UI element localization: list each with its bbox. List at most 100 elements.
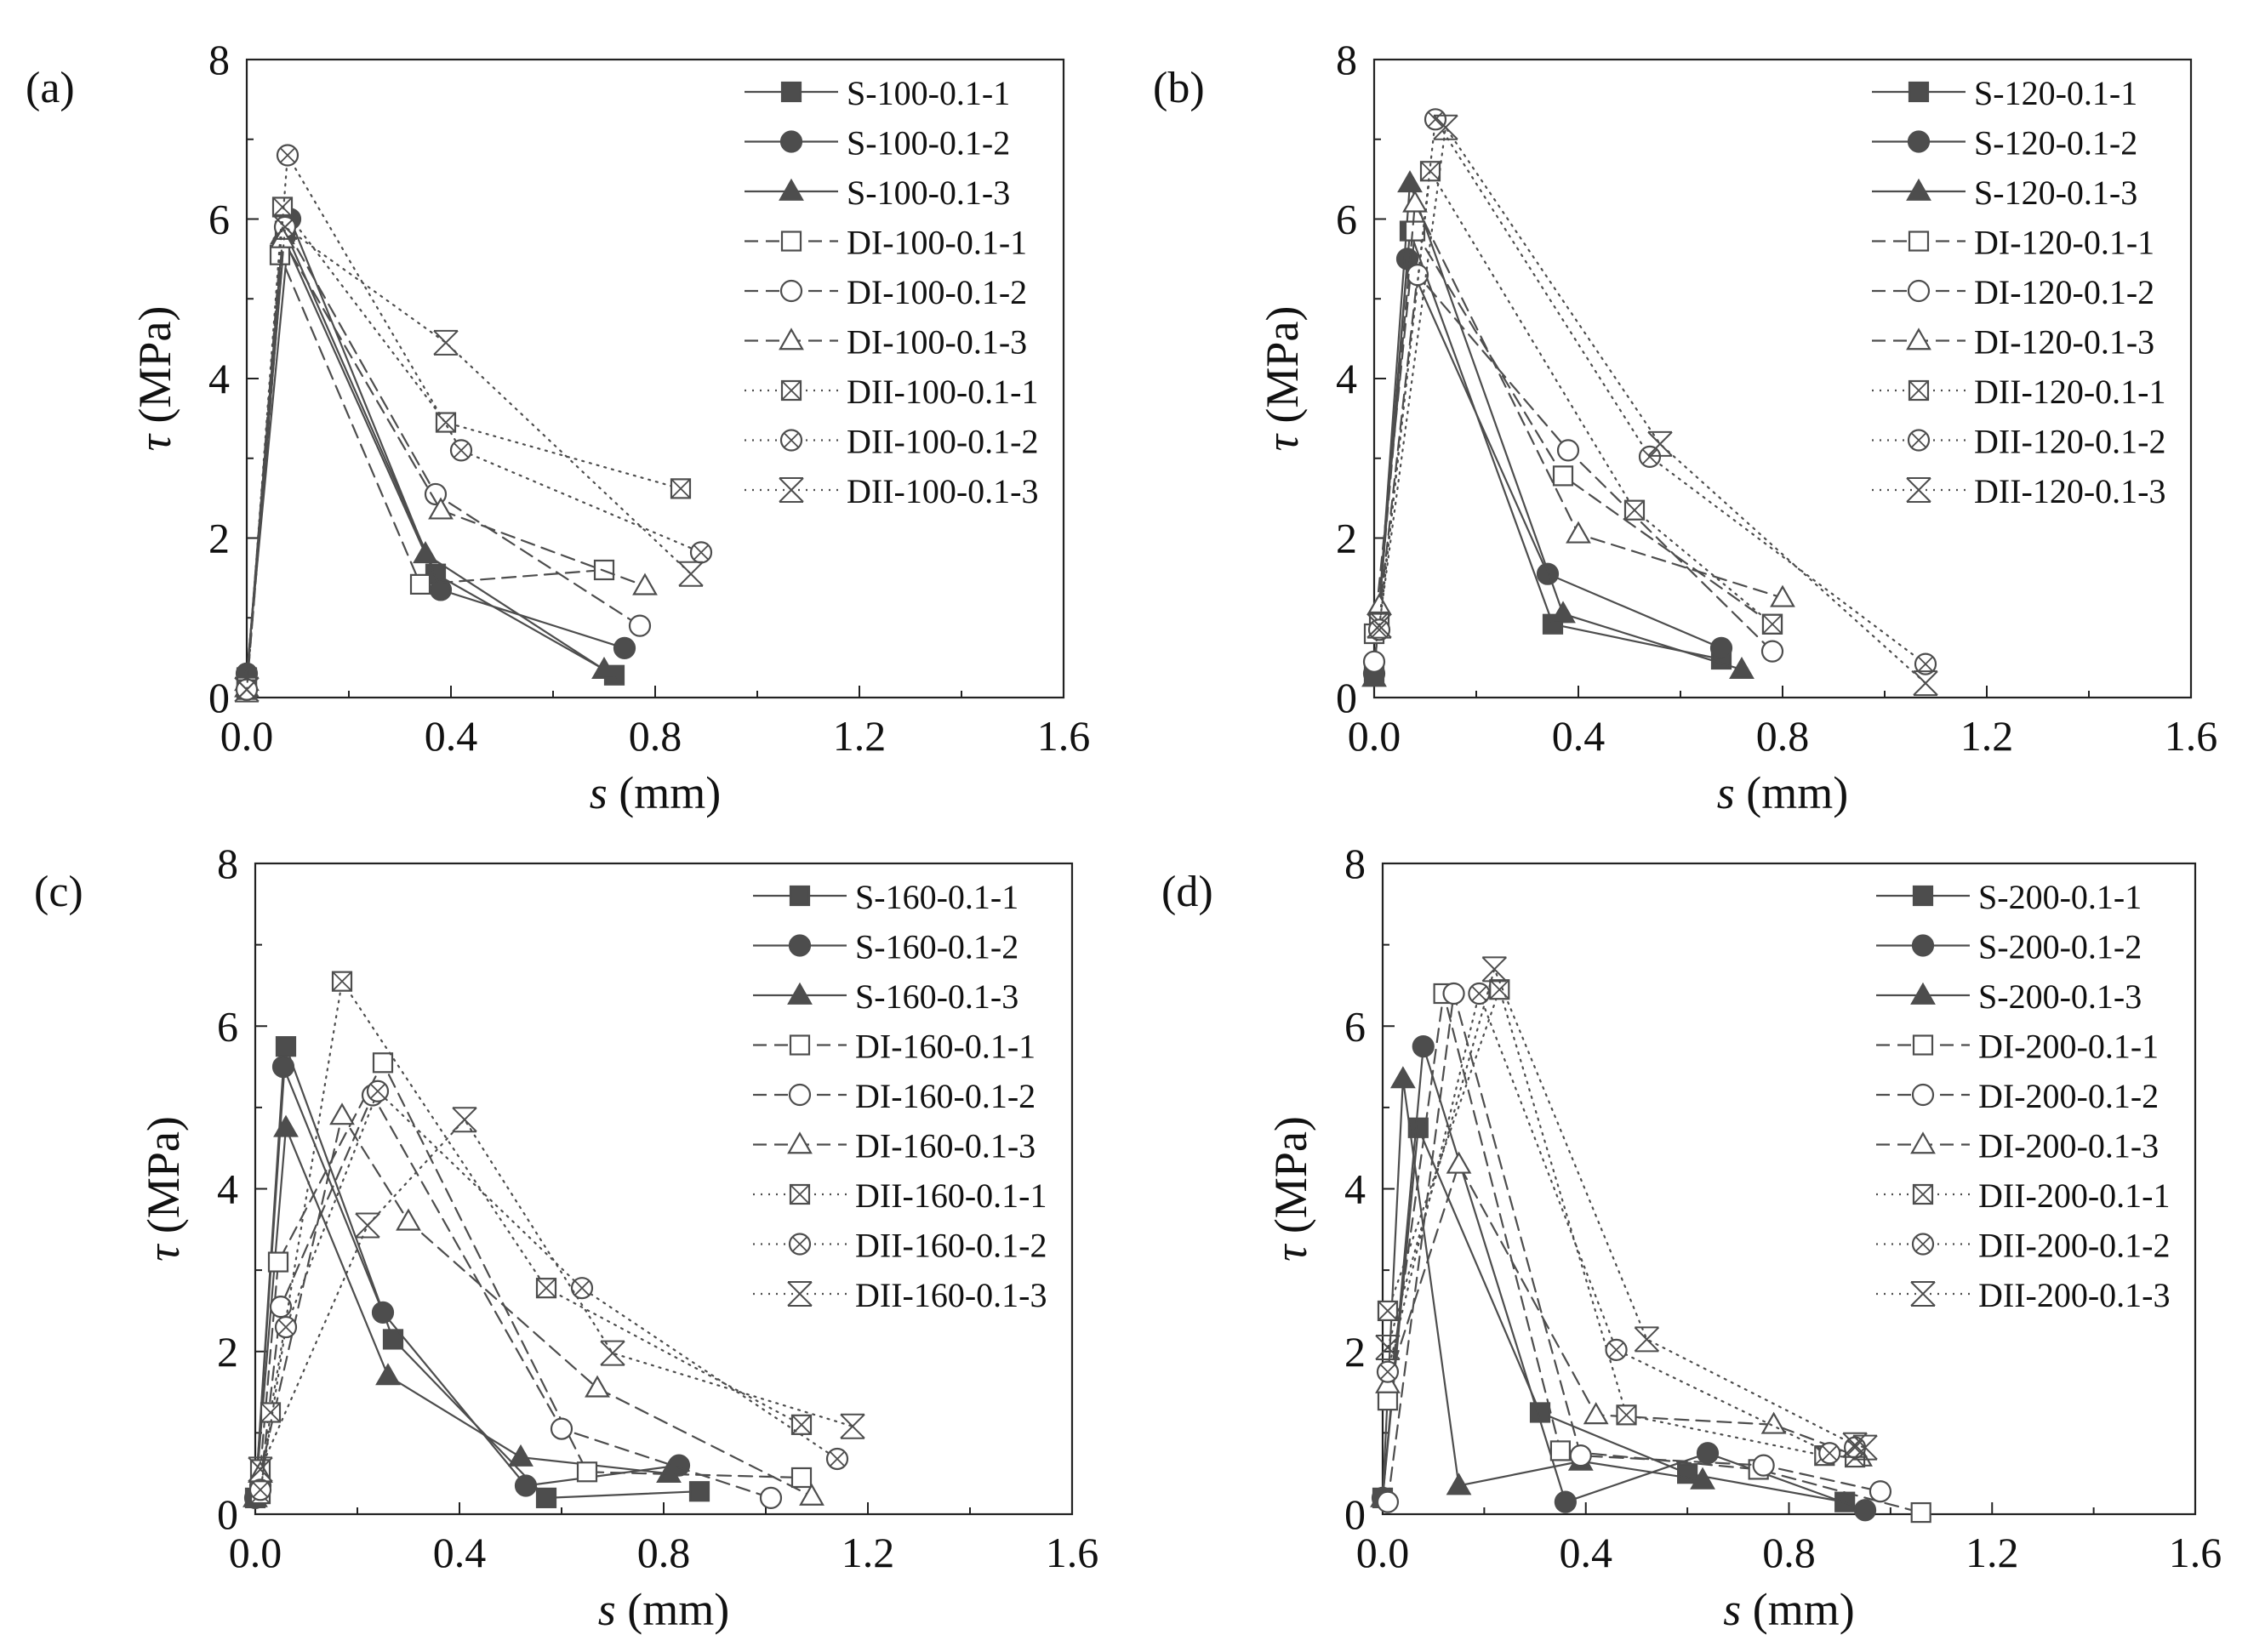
- series-DII-200-0.1-1: [1377, 979, 1866, 1468]
- data-point: [1869, 1480, 1892, 1503]
- legend-label: S-120-0.1-1: [1974, 74, 2137, 112]
- data-point: [1481, 956, 1508, 983]
- x-tick-label: 1.2: [1960, 712, 2014, 760]
- x-tick-label: 0.8: [629, 712, 682, 760]
- data-point-cross: [670, 478, 691, 499]
- x-tick-label: 1.6: [1037, 712, 1091, 760]
- x-tick-label: 0.4: [425, 712, 478, 760]
- data-point: [600, 1340, 625, 1366]
- x-tick-label: 1.2: [1966, 1529, 2019, 1576]
- legend-item: S-160-0.1-3: [753, 977, 1018, 1016]
- data-point: [1389, 1066, 1416, 1089]
- legend-marker-cross: [790, 1184, 810, 1205]
- legend-item: DI-160-0.1-3: [753, 1127, 1036, 1165]
- series-line: [1386, 966, 1867, 1449]
- data-point: [1361, 664, 1387, 687]
- y-tick-label: 6: [1336, 196, 1357, 243]
- x-axis-unit: (mm): [608, 767, 721, 818]
- data-point: [396, 1208, 421, 1231]
- legend-label: S-120-0.1-3: [1974, 174, 2137, 212]
- series-line: [1378, 168, 1774, 625]
- data-point: [1366, 612, 1392, 639]
- data-point: [628, 614, 652, 637]
- x-tick-label: 0.4: [1560, 1529, 1613, 1576]
- data-point: [656, 1460, 682, 1484]
- data-point-cross: [536, 1278, 556, 1298]
- data-point: [428, 497, 454, 520]
- legend-marker: [1906, 328, 1931, 350]
- legend-marker-cross: [783, 432, 800, 448]
- legend-marker: [779, 328, 804, 350]
- series-DII-100-0.1-3: [234, 214, 704, 703]
- data-point: [452, 1107, 477, 1133]
- panel-label: (c): [34, 868, 83, 916]
- x-tick-label: 0.8: [1762, 1529, 1816, 1576]
- legend-item: S-200-0.1-2: [1876, 928, 2142, 966]
- data-point-cross: [693, 544, 710, 561]
- data-point-cross: [1624, 500, 1645, 521]
- data-point: [1729, 656, 1754, 680]
- legend-item: DI-120-0.1-1: [1872, 224, 2154, 262]
- data-point: [790, 1467, 813, 1489]
- data-point: [1566, 521, 1591, 544]
- y-tick-label: 0: [1344, 1490, 1366, 1538]
- legend-item: S-100-0.1-1: [745, 74, 1010, 112]
- legend-label: DII-200-0.1-3: [1978, 1276, 2171, 1314]
- legend-label: DII-120-0.1-1: [1974, 373, 2166, 411]
- y-tick-label: 8: [1344, 840, 1366, 887]
- data-point: [269, 1296, 293, 1319]
- legend-marker: [789, 1034, 811, 1056]
- series-line: [254, 1127, 670, 1500]
- y-tick-label: 4: [208, 355, 230, 402]
- legend-marker: [1910, 982, 1936, 1005]
- series-line: [1381, 1079, 1704, 1500]
- x-tick-label: 0.0: [229, 1529, 282, 1576]
- data-point-cross: [1371, 622, 1388, 638]
- legend-marker: [1906, 178, 1931, 201]
- data-point: [678, 561, 704, 587]
- series-DII-200-0.1-2: [1376, 982, 1867, 1465]
- legend-marker: [779, 279, 803, 303]
- data-point: [270, 225, 295, 248]
- legend-marker: [780, 81, 802, 103]
- legend-marker: [787, 1281, 813, 1307]
- legend-marker: [779, 178, 804, 201]
- legend-item: DII-200-0.1-1: [1876, 1176, 2171, 1215]
- legend-item: DII-120-0.1-3: [1872, 472, 2166, 510]
- legend-label: S-100-0.1-2: [847, 124, 1010, 162]
- legend-item: DII-100-0.1-3: [745, 472, 1039, 510]
- series-line: [1386, 993, 1922, 1514]
- legend-item: DII-160-0.1-1: [753, 1176, 1047, 1215]
- series-line: [259, 1118, 854, 1471]
- legend-label: S-200-0.1-1: [1978, 878, 2142, 916]
- chart-panel-a: 0.0 0.4 0.8 1.2 1.6 0 2 4 6 8 s (mm) τ (MPa) (a) S-10…: [26, 36, 1090, 818]
- legend-item: DI-120-0.1-3: [1872, 323, 2154, 362]
- legend-marker-cross: [781, 380, 802, 401]
- y-axis-variable: τ: [138, 1244, 189, 1262]
- data-point: [273, 1114, 299, 1137]
- legend-label: S-100-0.1-3: [847, 174, 1010, 212]
- series-line: [245, 234, 606, 683]
- data-point: [799, 1483, 824, 1506]
- series-line: [245, 236, 647, 689]
- legend-marker: [1911, 1083, 1935, 1107]
- y-tick-label: 0: [208, 674, 230, 721]
- legend-label: DI-120-0.1-2: [1974, 273, 2154, 311]
- data-point: [1536, 562, 1560, 585]
- x-tick-label: 1.6: [2165, 712, 2218, 760]
- legend-label: DI-160-0.1-2: [855, 1077, 1036, 1115]
- data-point: [1552, 465, 1574, 487]
- legend-marker: [1908, 81, 1930, 103]
- legend-item: S-100-0.1-3: [745, 174, 1010, 212]
- y-axis-title: τ (MPa): [1257, 306, 1308, 452]
- data-point: [1853, 1499, 1877, 1522]
- data-point: [409, 573, 431, 595]
- x-tick-label: 0.0: [220, 712, 274, 760]
- data-point: [248, 1456, 273, 1483]
- series-DII-200-0.1-3: [1375, 956, 1878, 1461]
- legend: S-160-0.1-1 S-160-0.1-2 S-160-0.1-3 DI-160-…: [753, 878, 1047, 1314]
- legend-label: DI-100-0.1-3: [847, 323, 1027, 362]
- data-point: [1647, 430, 1673, 457]
- data-point: [1910, 1501, 1931, 1524]
